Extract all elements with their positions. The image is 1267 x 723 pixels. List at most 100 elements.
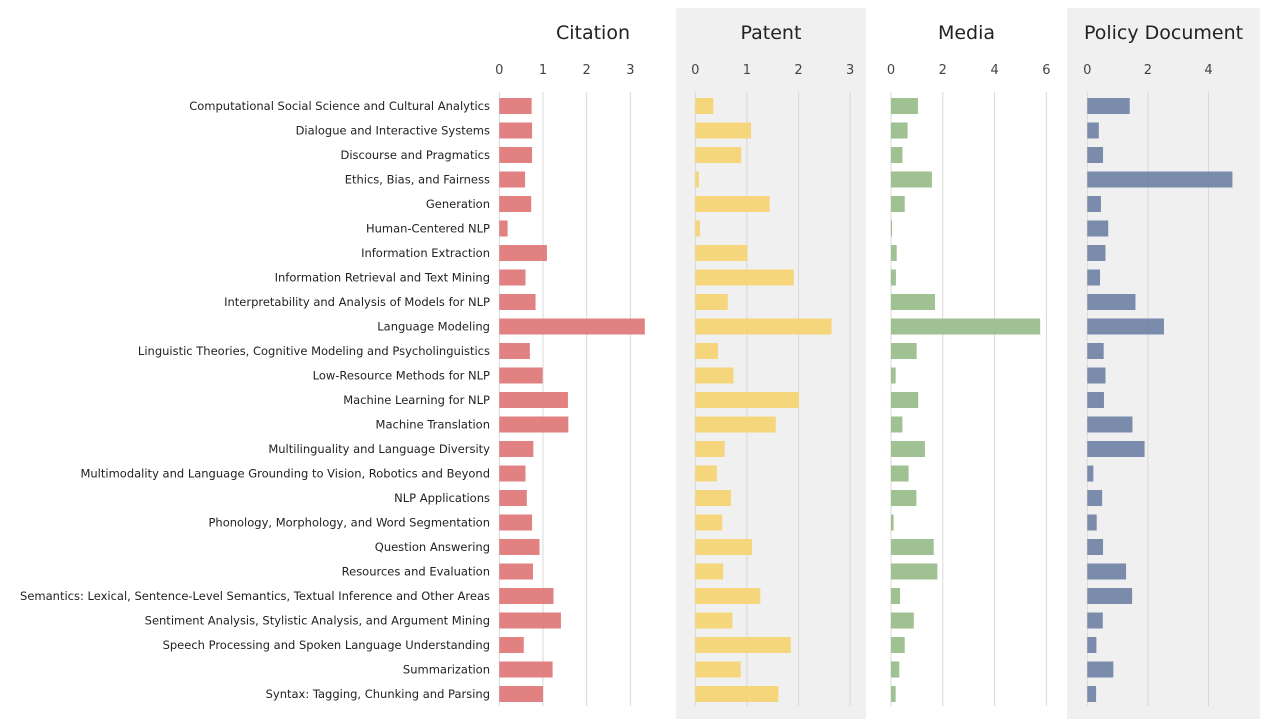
bar-policy-document bbox=[1087, 98, 1130, 114]
bar-patent bbox=[695, 98, 714, 114]
bar-media bbox=[891, 465, 909, 482]
category-label: Linguistic Theories, Cognitive Modeling … bbox=[138, 344, 490, 358]
bar-media bbox=[891, 343, 917, 359]
category-label: Semantics: Lexical, Sentence-Level Seman… bbox=[20, 589, 490, 603]
x-tick-label: 2 bbox=[1144, 63, 1152, 78]
bar-patent bbox=[695, 539, 753, 555]
x-tick-label: 0 bbox=[1083, 63, 1091, 78]
bar-policy-document bbox=[1087, 612, 1103, 629]
category-label: Multilinguality and Language Diversity bbox=[268, 442, 490, 456]
bar-media bbox=[891, 220, 893, 237]
bar-policy-document bbox=[1087, 686, 1097, 702]
category-label: NLP Applications bbox=[394, 491, 490, 505]
panel-background bbox=[676, 8, 866, 719]
bar-citation bbox=[499, 563, 533, 580]
bar-media bbox=[891, 147, 903, 163]
bar-patent bbox=[695, 490, 731, 506]
x-tick-label: 6 bbox=[1042, 63, 1050, 78]
bar-citation bbox=[499, 318, 645, 335]
bar-policy-document bbox=[1087, 539, 1104, 555]
bar-media bbox=[891, 661, 900, 678]
bar-patent bbox=[695, 514, 723, 531]
bar-media bbox=[891, 171, 932, 188]
bar-citation bbox=[499, 490, 527, 506]
bar-media bbox=[891, 612, 914, 629]
bar-policy-document bbox=[1087, 441, 1145, 457]
category-label: Low-Resource Methods for NLP bbox=[313, 369, 490, 383]
bar-policy-document bbox=[1087, 490, 1103, 506]
bar-patent bbox=[695, 294, 728, 310]
bar-policy-document bbox=[1087, 563, 1127, 580]
bar-policy-document bbox=[1087, 465, 1094, 482]
category-label: Phonology, Morphology, and Word Segmenta… bbox=[208, 516, 490, 530]
bar-patent bbox=[695, 147, 742, 163]
bar-policy-document bbox=[1087, 514, 1097, 531]
bar-media bbox=[891, 367, 896, 384]
bar-citation bbox=[499, 465, 526, 482]
panel-title: Media bbox=[938, 22, 995, 44]
bar-citation bbox=[499, 147, 533, 163]
bar-media bbox=[891, 318, 1041, 335]
bar-patent bbox=[695, 612, 733, 629]
bar-citation bbox=[499, 196, 532, 212]
bar-media bbox=[891, 514, 894, 531]
bar-citation bbox=[499, 612, 561, 629]
bar-media bbox=[891, 490, 917, 506]
bar-patent bbox=[695, 245, 748, 261]
bar-citation bbox=[499, 367, 543, 384]
bar-media bbox=[891, 416, 903, 433]
category-label: Information Extraction bbox=[361, 246, 490, 260]
bar-patent bbox=[695, 637, 791, 653]
bar-media bbox=[891, 122, 908, 139]
bar-policy-document bbox=[1087, 392, 1104, 408]
bar-media bbox=[891, 245, 897, 261]
bar-policy-document bbox=[1087, 661, 1114, 678]
bar-media bbox=[891, 98, 918, 114]
bar-citation bbox=[499, 441, 534, 457]
bar-citation bbox=[499, 416, 569, 433]
bar-citation bbox=[499, 245, 547, 261]
bar-patent bbox=[695, 416, 776, 433]
category-label: Interpretability and Analysis of Models … bbox=[224, 295, 490, 309]
bar-citation bbox=[499, 588, 554, 604]
x-tick-label: 2 bbox=[939, 63, 947, 78]
x-tick-label: 0 bbox=[887, 63, 895, 78]
bar-citation bbox=[499, 686, 543, 702]
bar-media bbox=[891, 637, 905, 653]
bar-patent bbox=[695, 318, 832, 335]
category-label: Speech Processing and Spoken Language Un… bbox=[163, 638, 490, 652]
bar-patent bbox=[695, 465, 717, 482]
bar-policy-document bbox=[1087, 318, 1164, 335]
category-label: Generation bbox=[426, 197, 490, 211]
category-label: Discourse and Pragmatics bbox=[340, 148, 490, 162]
bar-policy-document bbox=[1087, 147, 1104, 163]
bar-patent bbox=[695, 269, 794, 286]
bar-policy-document bbox=[1087, 269, 1101, 286]
category-label: Ethics, Bias, and Fairness bbox=[345, 173, 490, 187]
bar-patent bbox=[695, 171, 699, 188]
bar-citation bbox=[499, 514, 533, 531]
category-label: Dialogue and Interactive Systems bbox=[296, 124, 490, 138]
bar-policy-document bbox=[1087, 171, 1233, 188]
bar-policy-document bbox=[1087, 637, 1097, 653]
category-label: Information Retrieval and Text Mining bbox=[275, 271, 490, 285]
panel-title: Patent bbox=[741, 22, 802, 44]
bar-policy-document bbox=[1087, 588, 1133, 604]
bar-citation bbox=[499, 343, 530, 359]
bar-citation bbox=[499, 294, 536, 310]
bar-patent bbox=[695, 661, 741, 678]
x-tick-label: 3 bbox=[846, 63, 854, 78]
category-label: Computational Social Science and Cultura… bbox=[189, 99, 490, 113]
category-label: Sentiment Analysis, Stylistic Analysis, … bbox=[145, 614, 490, 628]
bar-citation bbox=[499, 220, 508, 237]
bar-media bbox=[891, 563, 938, 580]
bar-patent bbox=[695, 563, 724, 580]
category-label: Resources and Evaluation bbox=[342, 565, 490, 579]
bar-citation bbox=[499, 269, 526, 286]
category-label: Multimodality and Language Grounding to … bbox=[80, 467, 490, 481]
category-label: Question Answering bbox=[375, 540, 490, 554]
bar-policy-document bbox=[1087, 343, 1104, 359]
bar-citation bbox=[499, 392, 568, 408]
bar-patent bbox=[695, 441, 725, 457]
